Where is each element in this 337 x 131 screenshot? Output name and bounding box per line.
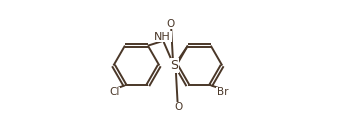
Text: NH: NH (154, 32, 171, 42)
Text: Cl: Cl (109, 87, 119, 97)
Text: S: S (171, 59, 178, 72)
Text: O: O (174, 102, 182, 112)
Text: Br: Br (217, 87, 228, 97)
Text: O: O (166, 19, 175, 29)
